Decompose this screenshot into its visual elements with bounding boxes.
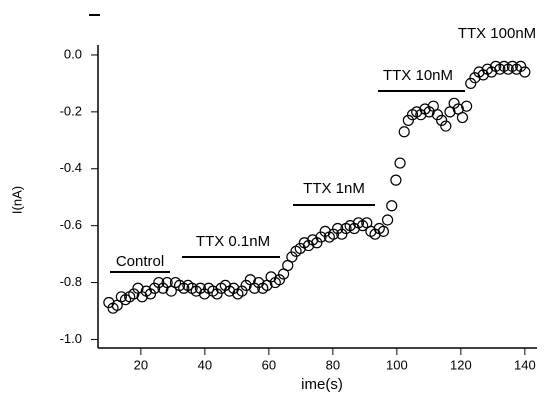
- x-tick-label: 120: [450, 357, 472, 372]
- annotation: TTX 100nM: [458, 25, 536, 42]
- x-axis-label: ime(s): [301, 376, 343, 393]
- point: [198, 288, 211, 300]
- point: [431, 109, 444, 121]
- point: [153, 276, 165, 289]
- point: [327, 228, 340, 240]
- x-tick-label: 140: [514, 357, 536, 372]
- point: [253, 276, 265, 289]
- point: [273, 274, 286, 286]
- y-tick-label: -0.2: [60, 103, 82, 118]
- point: [394, 157, 406, 169]
- y-tick-label: -0.8: [60, 274, 82, 289]
- point: [423, 106, 435, 118]
- point: [477, 69, 489, 81]
- annotation: Control: [116, 253, 164, 270]
- point: [240, 279, 252, 292]
- point: [519, 66, 531, 78]
- point: [319, 225, 331, 237]
- point: [515, 60, 527, 72]
- point: [286, 251, 298, 263]
- x-tick-label: 60: [262, 357, 276, 372]
- point: [294, 242, 306, 255]
- point: [219, 279, 231, 292]
- annotation: TTX 1nM: [303, 180, 365, 197]
- point: [315, 231, 327, 243]
- point: [265, 271, 277, 283]
- annotation: TTX 0.1nM: [196, 233, 270, 250]
- point: [144, 288, 157, 300]
- point: [194, 282, 206, 294]
- point: [390, 174, 402, 186]
- point: [248, 282, 261, 294]
- y-tick-label: -0.6: [60, 217, 82, 232]
- point: [103, 296, 115, 309]
- x-tick-label: 100: [386, 357, 408, 372]
- point: [228, 282, 240, 294]
- point: [461, 100, 473, 112]
- point: [386, 200, 398, 212]
- point: [369, 228, 381, 240]
- point: [157, 282, 169, 294]
- point: [348, 222, 360, 235]
- point: [402, 114, 414, 126]
- point: [398, 126, 410, 138]
- point: [415, 109, 427, 121]
- point: [302, 239, 315, 252]
- point: [381, 214, 394, 226]
- point: [469, 72, 481, 84]
- y-tick-label: 0.0: [64, 46, 82, 61]
- point: [236, 285, 248, 297]
- point: [149, 282, 161, 294]
- point: [456, 111, 469, 124]
- y-axis-label: I(nA): [9, 186, 24, 214]
- point: [136, 291, 148, 303]
- annotation: TTX 10nM: [383, 67, 453, 84]
- point: [436, 114, 448, 126]
- point: [377, 225, 390, 237]
- x-tick-label: 40: [198, 357, 212, 372]
- x-tick-label: 20: [134, 357, 148, 372]
- point: [311, 237, 323, 249]
- point: [465, 77, 477, 90]
- point: [485, 66, 498, 78]
- y-tick-label: -1.0: [60, 331, 82, 346]
- point: [128, 288, 140, 300]
- x-tick-label: 80: [326, 357, 340, 372]
- point: [332, 222, 344, 235]
- point: [336, 228, 348, 240]
- point: [440, 120, 452, 132]
- point: [448, 97, 460, 109]
- point: [211, 288, 223, 300]
- y-tick-label: -0.4: [60, 160, 82, 175]
